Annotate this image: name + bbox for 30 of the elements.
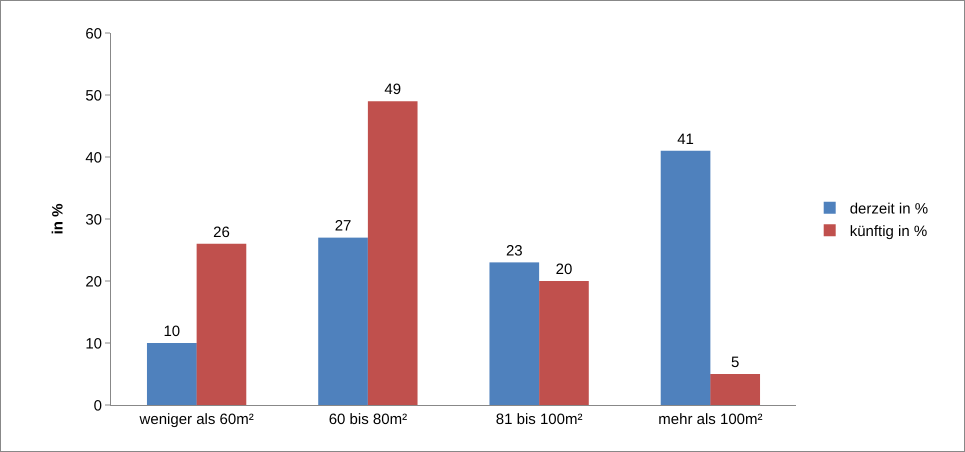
- x-tick-label: 60 bis 80m²: [328, 411, 408, 428]
- bar: [710, 374, 760, 405]
- y-tick-label: 20: [85, 273, 102, 290]
- data-label: 26: [213, 224, 230, 241]
- y-axis-title: in %: [50, 204, 67, 234]
- data-label: 20: [556, 261, 572, 278]
- data-label: 23: [506, 242, 523, 260]
- data-label: 41: [677, 130, 694, 148]
- x-tick-label: 81 bis 100m²: [496, 411, 582, 428]
- y-tick-label: 30: [85, 211, 102, 228]
- y-tick-label: 40: [85, 149, 102, 166]
- legend-label: künftig in %: [850, 223, 928, 240]
- data-label: 5: [731, 354, 740, 371]
- data-label: 27: [334, 218, 352, 235]
- bar: [368, 101, 418, 405]
- bar: [196, 244, 246, 405]
- legend-label: derzeit in %: [850, 200, 928, 218]
- bar: [146, 343, 197, 405]
- bar: [318, 238, 368, 405]
- y-tick-label: 60: [85, 25, 102, 42]
- y-tick-label: 10: [85, 335, 102, 352]
- x-tick-label: weniger als 60m²: [138, 411, 254, 428]
- y-tick-label: 50: [85, 87, 102, 104]
- bar: [489, 262, 540, 405]
- bar: [539, 281, 589, 405]
- x-tick-label: mehr als 100m²: [658, 411, 762, 428]
- y-tick-label: 0: [94, 397, 102, 414]
- bar: [660, 150, 710, 405]
- data-label: 49: [384, 81, 402, 98]
- data-label: 10: [163, 323, 180, 340]
